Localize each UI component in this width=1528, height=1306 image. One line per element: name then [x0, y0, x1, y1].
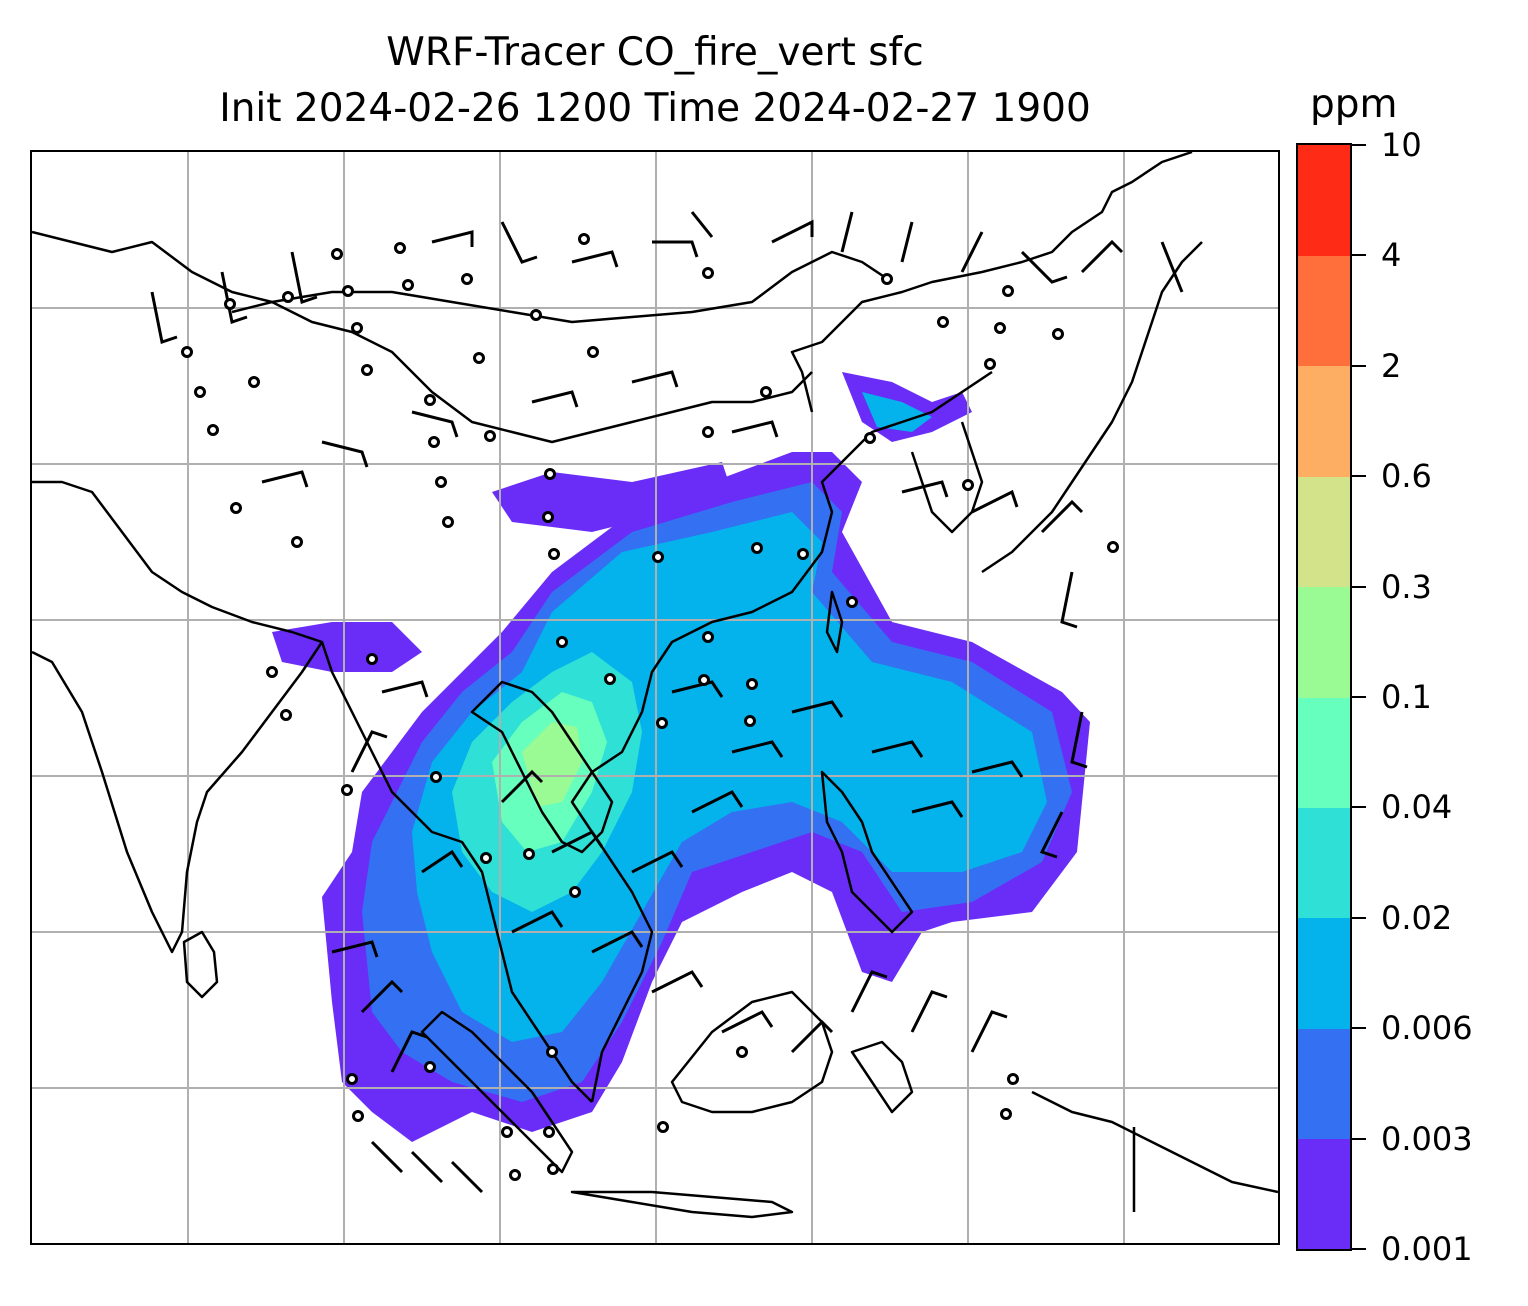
coast-sumatra — [420, 1010, 574, 1174]
colorbar-segment — [1298, 365, 1350, 477]
plume-peak-max — [522, 722, 582, 807]
colorbar-tick — [1352, 1137, 1366, 1140]
coast-china-east — [790, 152, 1193, 413]
colorbar-tick — [1352, 1027, 1366, 1030]
colorbar-tick-label: 0.02 — [1381, 898, 1453, 937]
coast-japan — [981, 241, 1203, 574]
colorbar-tick — [1352, 806, 1366, 809]
border-china-north — [32, 230, 813, 444]
colorbar-tick-label: 4 — [1381, 236, 1402, 275]
colorbar-tick — [1352, 585, 1366, 588]
gridlines — [32, 152, 1278, 1243]
border-mongolia — [231, 250, 893, 324]
colorbar-segment — [1298, 697, 1350, 808]
colorbar-segment — [1298, 1028, 1350, 1140]
colorbar-segment — [1298, 807, 1350, 919]
coast-newguinea — [1031, 1090, 1278, 1194]
colorbar-tick — [1352, 254, 1366, 257]
colorbar-segment — [1298, 586, 1350, 698]
colorbar-segment — [1298, 476, 1350, 588]
colorbar-segment — [1298, 1138, 1350, 1249]
plume-outer-india — [272, 622, 422, 672]
coast-java — [570, 1190, 794, 1219]
map-title-line1: WRF-Tracer CO_fire_vert sfc — [386, 30, 924, 75]
colorbar-tick — [1352, 916, 1366, 919]
colorbar-tick-label: 10 — [1381, 126, 1422, 164]
colorbar-unit-label: ppm — [1310, 82, 1398, 127]
coast-sulawesi — [850, 1040, 914, 1114]
coast-bay-bengal — [320, 641, 593, 1103]
colorbar-tick — [1352, 364, 1366, 367]
plume-korea-core — [862, 392, 932, 432]
colorbar-tick-label: 0.006 — [1381, 1009, 1473, 1048]
colorbar-tick-label: 0.3 — [1381, 567, 1432, 606]
colorbar-tick-label: 0.6 — [1381, 457, 1432, 496]
colorbar-tick — [1352, 144, 1366, 146]
colorbar-tick — [1352, 1248, 1366, 1250]
map-canvas — [32, 152, 1278, 1243]
coast-taiwan — [825, 590, 844, 654]
coast-korea — [910, 421, 984, 534]
coast-srilanka — [182, 930, 219, 999]
colorbar-segment — [1298, 145, 1350, 256]
coast-india — [32, 480, 324, 954]
coast-borneo — [670, 990, 834, 1114]
coast-philippines — [820, 770, 914, 934]
calm-circles — [181, 233, 1119, 1181]
colorbar-tick-label: 0.001 — [1381, 1230, 1473, 1268]
colorbar-tick — [1352, 475, 1366, 478]
colorbar-tick-label: 2 — [1381, 346, 1402, 385]
colorbar-tick-label: 0.04 — [1381, 788, 1453, 827]
coastlines — [32, 152, 1278, 1219]
colorbar-segment — [1298, 917, 1350, 1029]
colorbar-segment — [1298, 255, 1350, 367]
colorbar — [1296, 143, 1352, 1251]
colorbar-tick-label: 0.003 — [1381, 1119, 1473, 1158]
colorbar-tick-label: 0.1 — [1381, 678, 1432, 716]
wind-barbs — [150, 211, 1184, 1194]
map-title-line2: Init 2024-02-26 1200 Time 2024-02-27 190… — [219, 86, 1091, 131]
colorbar-tick — [1352, 696, 1366, 698]
map-panel — [30, 150, 1280, 1245]
